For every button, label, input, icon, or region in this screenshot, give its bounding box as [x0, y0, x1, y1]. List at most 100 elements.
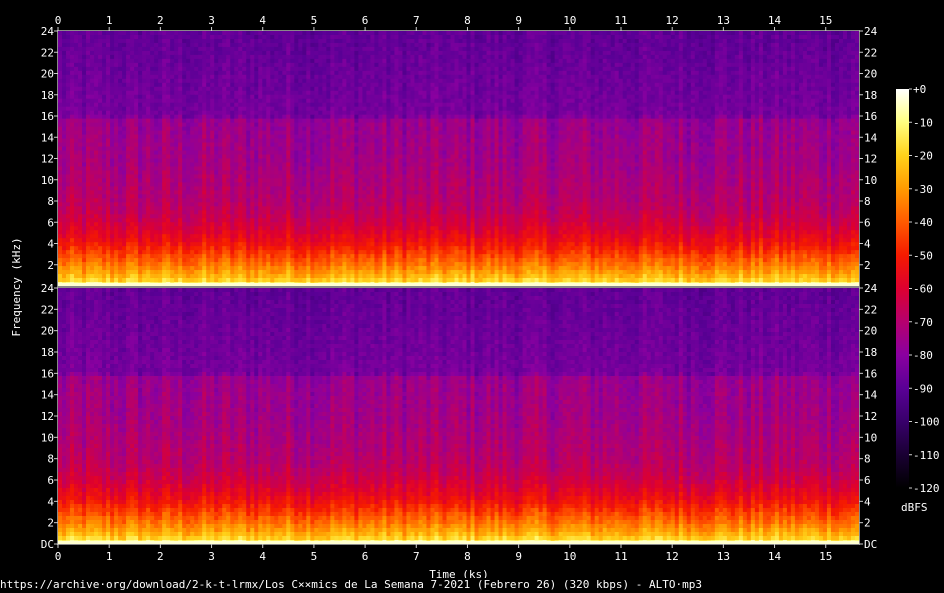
spectrogram-cell	[130, 43, 135, 48]
spectrogram-cell	[679, 91, 684, 96]
spectrogram-cell	[238, 51, 243, 56]
spectrogram-cell	[282, 127, 287, 132]
spectrogram-cell	[342, 87, 347, 92]
spectrogram-cell	[851, 39, 856, 44]
spectrogram-cell	[158, 43, 163, 48]
spectrogram-cell	[110, 87, 115, 92]
spectrogram-cell	[667, 75, 672, 80]
spectrogram-cell	[362, 47, 367, 52]
spectrogram-cell	[222, 99, 227, 104]
spectrogram-cell	[495, 67, 500, 72]
spectrogram-cell	[539, 39, 544, 44]
spectrogram-cell	[338, 47, 343, 52]
spectrogram-cell	[515, 87, 520, 92]
spectrogram-cell	[499, 67, 504, 72]
spectrogram-cell	[799, 35, 804, 40]
spectrogram-cell	[807, 103, 812, 108]
spectrogram-cell	[262, 31, 267, 36]
spectrogram-cell	[206, 75, 211, 80]
spectrogram-cell	[214, 95, 219, 100]
spectrogram-cell	[683, 111, 688, 116]
spectrogram-cell	[663, 67, 668, 72]
spectrogram-cell	[94, 31, 99, 36]
spectrogram-cell	[410, 67, 415, 72]
spectrogram-cell	[82, 75, 87, 80]
spectrogram-cell	[791, 119, 796, 124]
spectrogram-cell	[402, 119, 407, 124]
spectrogram-cell	[743, 63, 748, 68]
spectrogram-cell	[234, 51, 239, 56]
spectrogram-cell	[839, 55, 844, 60]
spectrogram-cell	[735, 79, 740, 84]
spectrogram-cell	[214, 35, 219, 40]
spectrogram-cell	[727, 91, 732, 96]
spectrogram-cell	[174, 87, 179, 92]
spectrogram-cell	[378, 107, 383, 112]
spectrogram-cell	[615, 123, 620, 128]
spectrogram-cell	[823, 31, 828, 36]
spectrogram-cell	[515, 111, 520, 116]
spectrogram-cell	[298, 107, 303, 112]
spectrogram-cell	[519, 99, 524, 104]
spectrogram-cell	[266, 99, 271, 104]
spectrogram-cell	[102, 103, 107, 108]
spectrogram-cell	[495, 83, 500, 88]
spectrogram-cell	[302, 87, 307, 92]
spectrogram-cell	[731, 95, 736, 100]
spectrogram-cell	[442, 35, 447, 40]
spectrogram-cell	[118, 95, 123, 100]
spectrogram-cell	[250, 87, 255, 92]
spectrogram-cell	[619, 91, 624, 96]
spectrogram-cell	[338, 79, 343, 84]
spectrogram-cell	[707, 115, 712, 120]
spectrogram-cell	[607, 95, 612, 100]
spectrogram-cell	[847, 39, 852, 44]
spectrogram-cell	[815, 91, 820, 96]
spectrogram-cell	[695, 55, 700, 60]
spectrogram-cell	[362, 43, 367, 48]
spectrogram-cell	[703, 79, 708, 84]
spectrogram-cell	[334, 127, 339, 132]
spectrogram-cell	[819, 123, 824, 128]
spectrogram-cell	[214, 51, 219, 56]
spectrogram-cell	[839, 63, 844, 68]
spectrogram-cell	[651, 123, 656, 128]
spectrogram-cell	[422, 103, 427, 108]
spectrogram-cell	[731, 71, 736, 76]
spectrogram-cell	[583, 35, 588, 40]
spectrogram-cell	[671, 55, 676, 60]
spectrogram-cell	[442, 43, 447, 48]
spectrogram-cell	[799, 39, 804, 44]
spectrogram-cell	[146, 67, 151, 72]
spectrogram-cell	[250, 107, 255, 112]
spectrogram-cell	[759, 63, 764, 68]
spectrogram-cell	[675, 59, 680, 64]
spectrogram-cell	[539, 127, 544, 132]
spectrogram-cell	[491, 123, 496, 128]
spectrogram-cell	[735, 111, 740, 116]
spectrogram-cell	[242, 67, 247, 72]
spectrogram-cell	[134, 103, 139, 108]
spectrogram-cell	[467, 119, 472, 124]
spectrogram-cell	[711, 51, 716, 56]
spectrogram-cell	[238, 79, 243, 84]
spectrogram-cell	[410, 127, 415, 132]
spectrogram-cell	[450, 87, 455, 92]
spectrogram-cell	[839, 83, 844, 88]
spectrogram-cell	[559, 43, 564, 48]
spectrogram-cell	[370, 39, 375, 44]
spectrogram-cell	[206, 59, 211, 64]
spectrogram-cell	[202, 31, 207, 36]
spectrogram-cell	[587, 103, 592, 108]
spectrogram-cell	[82, 79, 87, 84]
spectrogram-cell	[735, 63, 740, 68]
spectrogram-cell	[318, 55, 323, 60]
spectrogram-cell	[294, 75, 299, 80]
spectrogram-cell	[515, 91, 520, 96]
spectrogram-cell	[763, 95, 768, 100]
spectrogram-cell	[382, 103, 387, 108]
spectrogram-cell	[178, 75, 183, 80]
spectrogram-cell	[410, 91, 415, 96]
spectrogram-cell	[82, 119, 87, 124]
spectrogram-cell	[154, 95, 159, 100]
